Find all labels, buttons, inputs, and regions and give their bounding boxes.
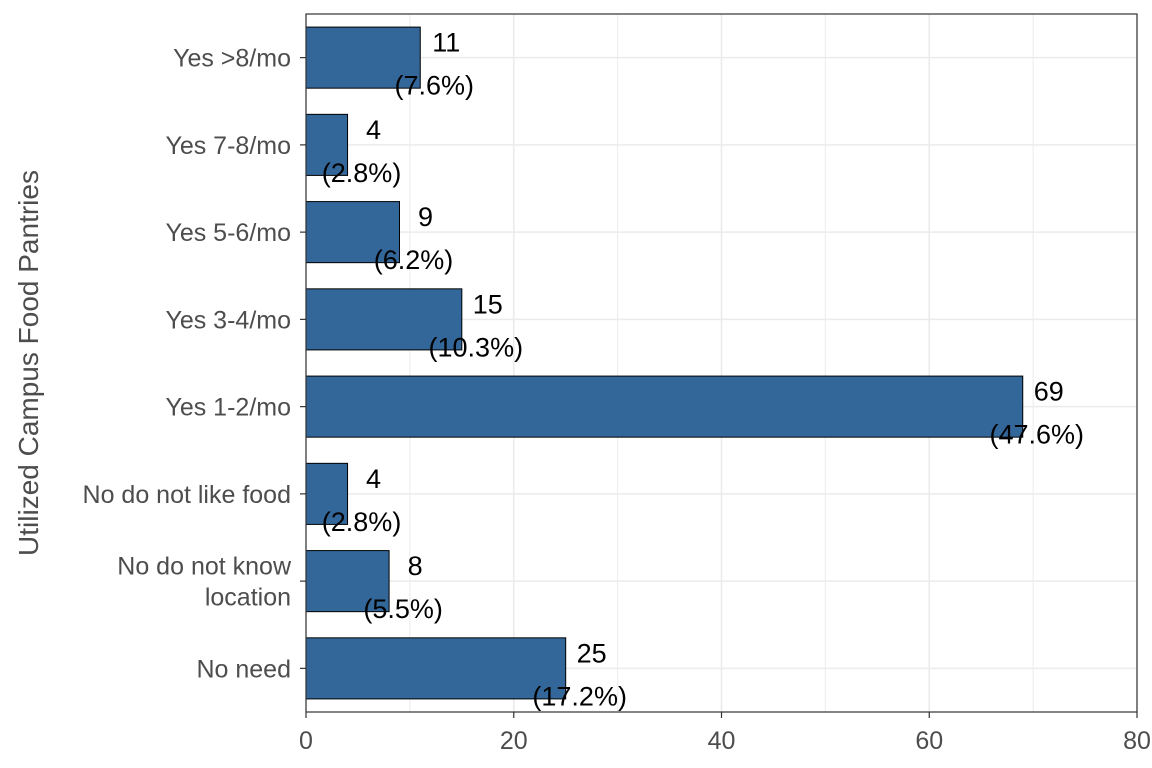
bar xyxy=(305,113,349,176)
bar-value-label: 69 xyxy=(1034,377,1064,407)
bar-value-label: 8 xyxy=(408,551,423,581)
x-axis: 0 20 40 60 80 xyxy=(299,712,1151,755)
bar-value-label: 11 xyxy=(432,28,460,58)
data-labels: 11 (7.6%) 4 (2.8%) 9 (6.2%) 15 (10.3%) 69 (47.6%)… xyxy=(322,28,1084,712)
bar-value-label: 25 xyxy=(577,638,607,668)
bar-value-label: 4 xyxy=(366,464,381,494)
y-tick-label: Yes 7-8/mo xyxy=(165,132,291,160)
x-tick-label: 20 xyxy=(500,727,528,755)
bar xyxy=(305,375,1024,438)
y-tick-label: Yes 1-2/mo xyxy=(165,394,291,422)
y-tick-label: No need xyxy=(196,655,291,683)
bar-value-label: 15 xyxy=(473,289,503,319)
bar-percent-label: (5.5%) xyxy=(363,594,443,624)
x-tick-label: 40 xyxy=(708,727,736,755)
bar xyxy=(305,201,400,264)
y-tick-label: Yes 3-4/mo xyxy=(165,306,291,334)
bar-percent-label: (6.2%) xyxy=(374,245,454,275)
x-tick-label: 0 xyxy=(299,727,313,755)
bar xyxy=(305,550,390,613)
bar-value-label: 9 xyxy=(418,202,433,232)
x-tick-label: 60 xyxy=(915,727,943,755)
bars xyxy=(305,26,1024,700)
bar-percent-label: (7.6%) xyxy=(394,71,474,101)
bar-percent-label: (47.6%) xyxy=(989,420,1084,450)
y-axis: Yes >8/mo Yes 7-8/mo Yes 5-6/mo Yes 3-4/mo Y… xyxy=(83,45,306,683)
y-axis-title: Utilized Campus Food Pantries xyxy=(13,170,44,556)
bar-percent-label: (2.8%) xyxy=(322,507,402,537)
y-tick-label: location xyxy=(205,584,291,612)
bar xyxy=(305,288,463,351)
bar-percent-label: (2.8%) xyxy=(322,158,402,188)
y-tick-label: No do not know xyxy=(117,553,292,581)
y-tick-label: Yes >8/mo xyxy=(173,45,291,73)
y-tick-label: No do not like food xyxy=(83,481,291,509)
bar-value-label: 4 xyxy=(366,115,381,145)
bar-percent-label: (10.3%) xyxy=(429,332,524,362)
y-tick-label: Yes 5-6/mo xyxy=(165,219,291,247)
bar-percent-label: (17.2%) xyxy=(532,681,627,711)
bar xyxy=(305,637,567,700)
x-tick-label: 80 xyxy=(1123,727,1151,755)
